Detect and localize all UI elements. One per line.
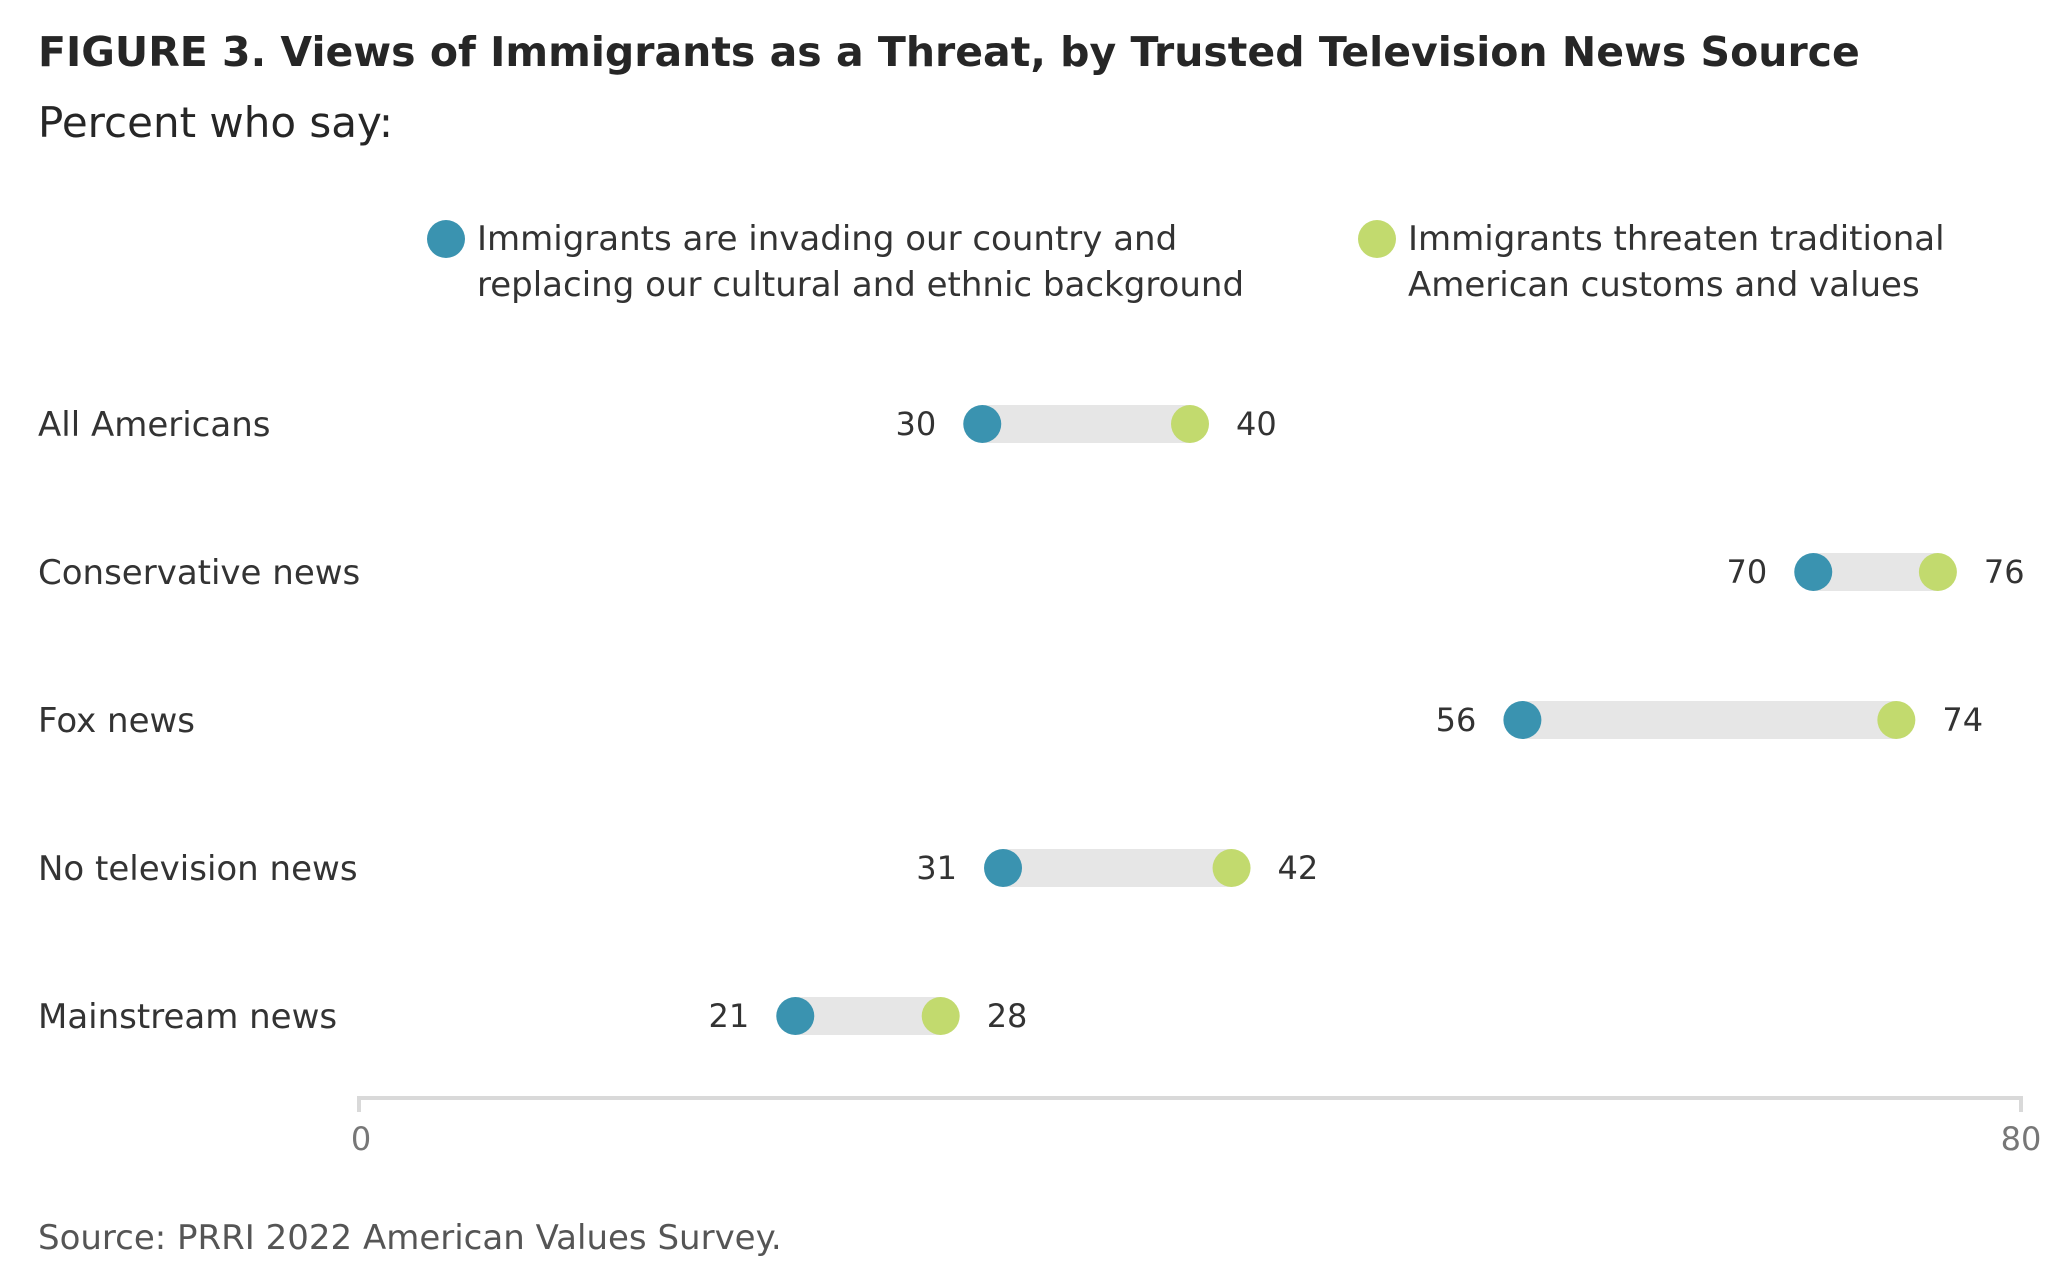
dot-invading-all-americans bbox=[963, 405, 1002, 443]
dot-threaten-no-television-news bbox=[1212, 849, 1251, 887]
category-label-no-television-news: No television news bbox=[38, 849, 358, 889]
value-label-threaten-all-americans: 40 bbox=[1236, 405, 1277, 443]
source-note: Source: PRRI 2022 American Values Survey… bbox=[38, 1218, 782, 1258]
chart-title: FIGURE 3. Views of Immigrants as a Threa… bbox=[38, 28, 1860, 76]
dot-threaten-mainstream-news bbox=[921, 997, 960, 1035]
legend-swatch-invading bbox=[427, 220, 465, 258]
category-label-all-americans: All Americans bbox=[38, 405, 270, 445]
category-label-mainstream-news: Mainstream news bbox=[38, 997, 337, 1037]
category-label-conservative-news: Conservative news bbox=[38, 553, 360, 593]
chart-subtitle: Percent who say: bbox=[38, 98, 393, 147]
legend-label-threaten: Immigrants threaten traditional American… bbox=[1408, 219, 1945, 305]
legend-item-threaten: Immigrants threaten traditional American… bbox=[1358, 216, 1945, 308]
x-tick-label-0: 0 bbox=[351, 1120, 371, 1158]
dot-threaten-conservative-news bbox=[1918, 553, 1957, 591]
value-label-threaten-fox-news: 74 bbox=[1942, 701, 1983, 739]
value-label-invading-no-television-news: 31 bbox=[916, 849, 957, 887]
dot-threaten-fox-news bbox=[1877, 701, 1916, 739]
range-bar-mainstream-news bbox=[795, 997, 941, 1035]
value-label-threaten-conservative-news: 76 bbox=[1984, 553, 2025, 591]
legend-label-invading: Immigrants are invading our country and … bbox=[477, 219, 1245, 305]
dot-invading-no-television-news bbox=[984, 849, 1023, 887]
range-bar-conservative-news bbox=[1813, 553, 1938, 591]
dot-invading-fox-news bbox=[1503, 701, 1542, 739]
value-label-invading-all-americans: 30 bbox=[896, 405, 937, 443]
dot-invading-mainstream-news bbox=[776, 997, 815, 1035]
dot-threaten-all-americans bbox=[1171, 405, 1209, 443]
legend-item-invading: Immigrants are invading our country and … bbox=[427, 216, 1244, 308]
value-label-invading-conservative-news: 70 bbox=[1727, 553, 1768, 591]
category-label-fox-news: Fox news bbox=[38, 701, 195, 741]
range-bar-all-americans bbox=[982, 405, 1190, 443]
range-bar-fox-news bbox=[1522, 701, 1897, 739]
value-label-invading-fox-news: 56 bbox=[1436, 701, 1477, 739]
value-label-threaten-mainstream-news: 28 bbox=[987, 997, 1028, 1035]
x-tick-label-80: 80 bbox=[2001, 1120, 2042, 1158]
value-label-threaten-no-television-news: 42 bbox=[1278, 849, 1319, 887]
value-label-invading-mainstream-news: 21 bbox=[709, 997, 750, 1035]
legend-swatch-threaten bbox=[1358, 220, 1396, 258]
dot-invading-conservative-news bbox=[1794, 553, 1833, 591]
range-bar-no-television-news bbox=[1003, 849, 1232, 887]
